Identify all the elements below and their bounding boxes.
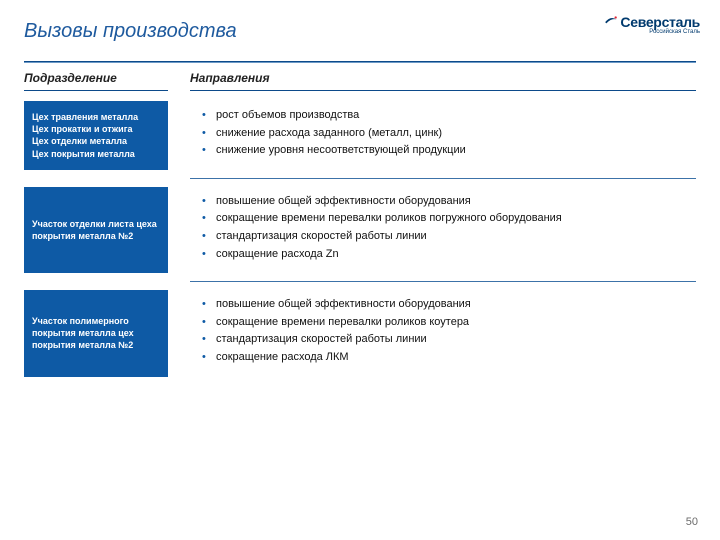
- badge-line: Цех травления металла: [32, 111, 160, 123]
- title-underline: [24, 61, 696, 63]
- bullet-item: снижение расхода заданного (металл, цинк…: [206, 125, 696, 143]
- badge-line: Цех прокатки и отжига: [32, 123, 160, 135]
- section-row: Участок полимерного покрытия металла цех…: [24, 290, 696, 376]
- bullet-item: повышение общей эффективности оборудован…: [206, 296, 696, 314]
- section-divider: [190, 178, 696, 179]
- slide-title: Вызовы производства: [24, 20, 696, 43]
- bullet-item: сокращение времени перевалки роликов пог…: [206, 210, 696, 228]
- logo-swoosh-icon: [604, 14, 618, 28]
- directions-block: повышение общей эффективности оборудован…: [190, 290, 696, 376]
- bullet-item: стандартизация скоростей работы линии: [206, 331, 696, 349]
- badge-line: Участок полимерного покрытия металла цех…: [32, 315, 160, 351]
- section-divider: [190, 281, 696, 282]
- section-row: Участок отделки листа цеха покрытия мета…: [24, 187, 696, 273]
- company-logo: Северсталь Российская Сталь: [604, 14, 700, 35]
- logo-text: Северсталь: [620, 14, 700, 30]
- bullet-item: сокращение времени перевалки роликов коу…: [206, 314, 696, 332]
- directions-block: рост объемов производства снижение расхо…: [190, 101, 696, 170]
- logo-subtext: Российская Сталь: [604, 29, 700, 35]
- bullet-item: рост объемов производства: [206, 107, 696, 125]
- badge-line: Цех покрытия металла: [32, 148, 160, 160]
- bullet-item: повышение общей эффективности оборудован…: [206, 193, 696, 211]
- department-badge: Цех травления металла Цех прокатки и отж…: [24, 101, 168, 170]
- department-badge: Участок полимерного покрытия металла цех…: [24, 290, 168, 376]
- bullet-item: сокращение расхода Zn: [206, 246, 696, 264]
- bullet-item: снижение уровня несоответствующей продук…: [206, 142, 696, 160]
- header-left: Подразделение: [24, 71, 168, 91]
- header-right: Направления: [190, 71, 696, 91]
- department-badge: Участок отделки листа цеха покрытия мета…: [24, 187, 168, 273]
- badge-line: Цех отделки металла: [32, 135, 160, 147]
- bullet-item: сокращение расхода ЛКМ: [206, 349, 696, 367]
- directions-block: повышение общей эффективности оборудован…: [190, 187, 696, 273]
- section-row: Цех травления металла Цех прокатки и отж…: [24, 101, 696, 170]
- slide: Северсталь Российская Сталь Вызовы произ…: [0, 0, 720, 540]
- column-headers: Подразделение Направления: [24, 71, 696, 101]
- bullet-item: стандартизация скоростей работы линии: [206, 228, 696, 246]
- badge-line: Участок отделки листа цеха покрытия мета…: [32, 218, 160, 242]
- page-number: 50: [686, 516, 698, 528]
